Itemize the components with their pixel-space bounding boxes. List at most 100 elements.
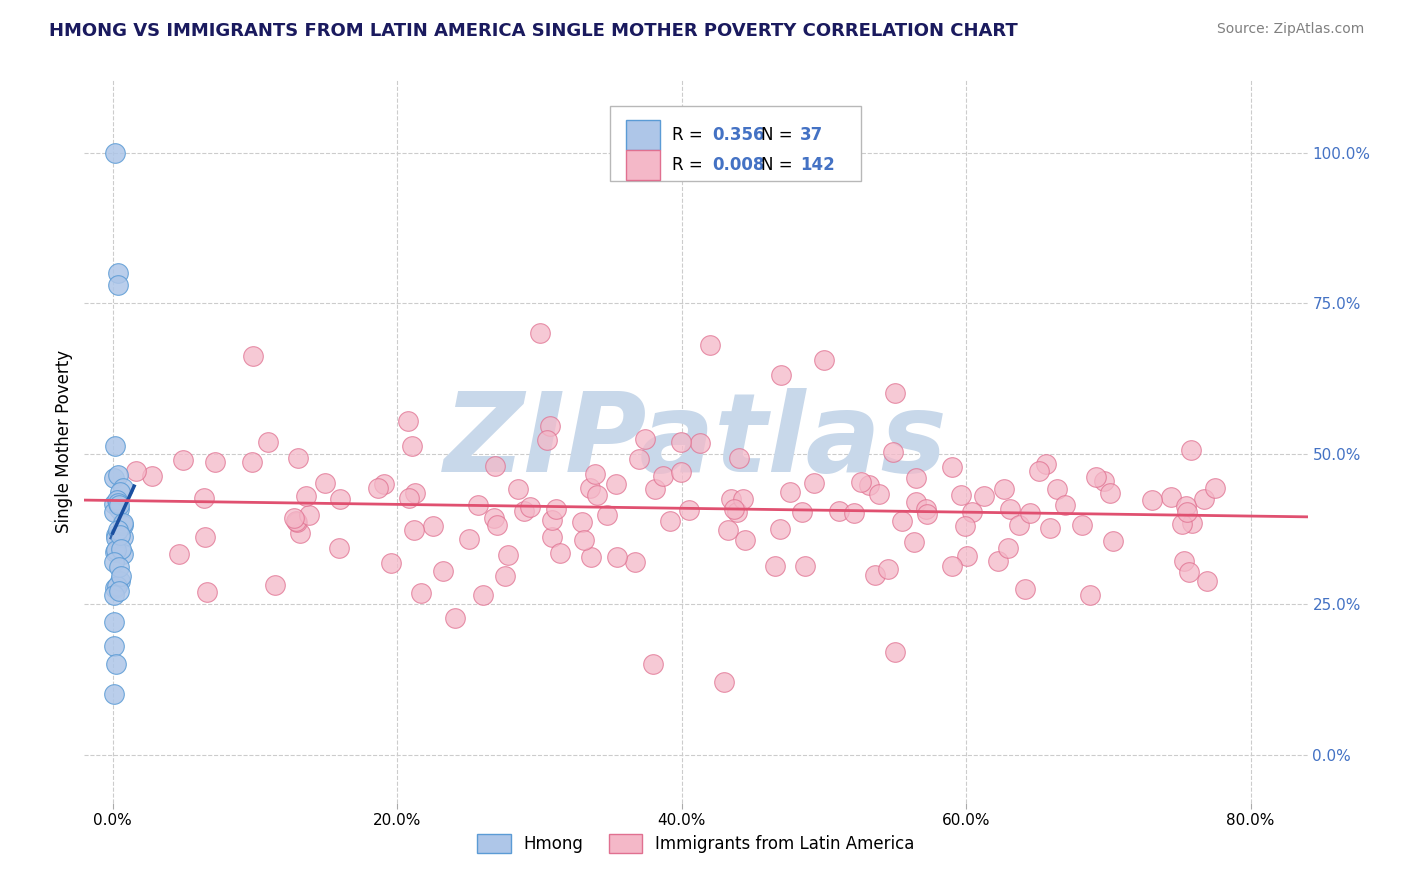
Point xyxy=(634,432,657,446)
Point xyxy=(669,465,692,479)
Point xyxy=(110,568,132,582)
Point xyxy=(125,464,148,478)
Point xyxy=(103,505,125,519)
Point xyxy=(644,482,666,496)
Point xyxy=(540,513,562,527)
Point xyxy=(731,491,754,506)
Point xyxy=(103,615,125,630)
Point xyxy=(579,481,602,495)
Point xyxy=(105,531,128,545)
Point xyxy=(484,459,506,474)
Point xyxy=(204,455,226,469)
Point xyxy=(960,504,983,518)
Point xyxy=(328,541,350,556)
Point xyxy=(868,487,890,501)
Point xyxy=(953,518,976,533)
Point xyxy=(141,469,163,483)
Point xyxy=(398,491,420,505)
Point xyxy=(540,530,562,544)
Point xyxy=(720,492,742,507)
Point xyxy=(884,386,907,401)
Point xyxy=(1140,493,1163,508)
Point xyxy=(1173,554,1195,568)
Point xyxy=(1204,481,1226,495)
Point xyxy=(765,559,787,574)
Point xyxy=(865,567,887,582)
Point xyxy=(941,559,963,574)
Point xyxy=(519,500,541,514)
Point xyxy=(993,482,1015,496)
Point xyxy=(422,519,444,533)
Point xyxy=(842,506,865,520)
FancyBboxPatch shape xyxy=(610,105,860,181)
Point xyxy=(107,468,129,483)
Point xyxy=(111,518,134,533)
Point xyxy=(790,505,813,519)
Point xyxy=(1175,499,1198,513)
Point xyxy=(1171,516,1194,531)
Point xyxy=(903,535,925,549)
Point xyxy=(404,523,426,537)
Text: 37: 37 xyxy=(800,126,823,145)
Point xyxy=(108,527,131,541)
Point xyxy=(1014,582,1036,596)
Point xyxy=(1035,457,1057,471)
Point xyxy=(828,504,851,518)
Point xyxy=(108,484,131,499)
Point xyxy=(1092,474,1115,488)
Text: N =: N = xyxy=(761,156,797,174)
Point xyxy=(813,353,835,368)
Point xyxy=(472,588,495,602)
Text: 0.356: 0.356 xyxy=(711,126,765,145)
Point xyxy=(1018,506,1040,520)
Point xyxy=(770,368,793,383)
Point xyxy=(105,543,128,558)
Point xyxy=(283,511,305,525)
Point xyxy=(112,481,135,495)
Point xyxy=(103,555,125,569)
Point xyxy=(628,452,651,467)
Point xyxy=(432,564,454,578)
Point xyxy=(105,493,128,508)
Point xyxy=(734,533,756,548)
Point xyxy=(107,579,129,593)
Point xyxy=(482,511,505,525)
Text: R =: R = xyxy=(672,156,707,174)
Point xyxy=(295,489,318,503)
Point xyxy=(1197,574,1219,588)
Y-axis label: Single Mother Poverty: Single Mother Poverty xyxy=(55,350,73,533)
Point xyxy=(717,524,740,538)
Point xyxy=(498,548,520,562)
Point xyxy=(728,450,751,465)
Point xyxy=(581,549,603,564)
Point xyxy=(103,588,125,602)
Point xyxy=(723,501,745,516)
Point xyxy=(1102,533,1125,548)
Point xyxy=(571,515,593,529)
Point xyxy=(956,549,979,563)
Point xyxy=(108,501,131,516)
Point xyxy=(494,568,516,582)
Point xyxy=(367,481,389,495)
Point xyxy=(699,338,721,352)
Point xyxy=(107,277,129,292)
Point xyxy=(1098,486,1121,500)
Point xyxy=(1070,517,1092,532)
Point xyxy=(849,475,872,490)
Point xyxy=(404,486,426,500)
Point xyxy=(529,326,551,341)
Point xyxy=(678,503,700,517)
Point xyxy=(328,491,350,506)
Point xyxy=(1181,516,1204,531)
Point xyxy=(111,530,134,544)
Point xyxy=(409,586,432,600)
Point xyxy=(104,439,127,453)
Point xyxy=(779,485,801,500)
Point xyxy=(444,610,467,624)
Point xyxy=(858,478,880,492)
Point xyxy=(194,530,217,544)
Text: 142: 142 xyxy=(800,156,835,174)
Point xyxy=(891,514,914,528)
Point xyxy=(905,495,928,509)
Point xyxy=(643,657,665,672)
